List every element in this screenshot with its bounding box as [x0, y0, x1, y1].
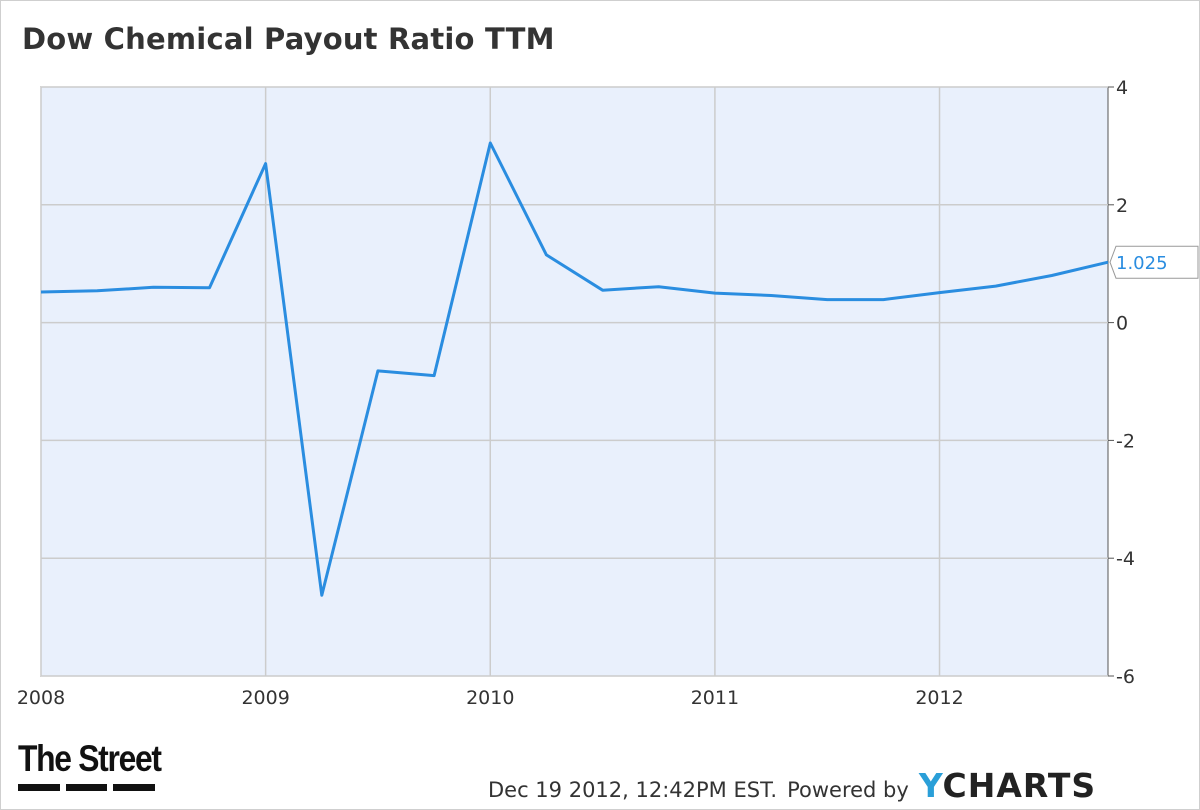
x-tick-label: 2011: [691, 687, 739, 709]
last-value-box: [1109, 245, 1199, 279]
x-tick-label: 2009: [241, 687, 289, 709]
x-tick-label: 2012: [915, 687, 963, 709]
y-tick-label: -4: [1116, 548, 1135, 570]
payout-ratio-line: [40, 141, 1109, 597]
thestreet-logo-underline: [18, 784, 156, 791]
ycharts-logo-y: Y: [918, 766, 943, 805]
y-tick-label: -2: [1116, 430, 1135, 452]
chart-title: Dow Chemical Payout Ratio TTM: [22, 22, 555, 56]
y-tick-label: 2: [1116, 195, 1128, 217]
last-value-callout: 1.025: [1109, 245, 1199, 279]
powered-by: Powered by: [787, 778, 909, 802]
ycharts-logo: YCHARTS: [919, 766, 1096, 805]
y-tick-label: 4: [1116, 77, 1128, 99]
x-tick-label: 2010: [466, 687, 514, 709]
thestreet-logo: The Street: [18, 738, 162, 779]
y-axis-ticks: 4 2 0 -2 -4 -6: [1108, 77, 1135, 688]
gridlines: [40, 86, 1108, 677]
y-tick-label: 0: [1116, 313, 1128, 335]
ycharts-logo-rest: CHARTS: [942, 766, 1097, 805]
x-tick-label: 2008: [17, 687, 65, 709]
timestamp: Dec 19 2012, 12:42PM EST.: [488, 778, 778, 802]
footer: Dec 19 2012, 12:42PM EST. Powered by YCH…: [488, 766, 1096, 805]
plot-area: [40, 86, 1109, 677]
x-axis-ticks: 2008 2009 2010 2011 2012: [17, 687, 964, 709]
last-value-label: 1.025: [1116, 253, 1168, 274]
y-tick-label: -6: [1116, 666, 1135, 688]
